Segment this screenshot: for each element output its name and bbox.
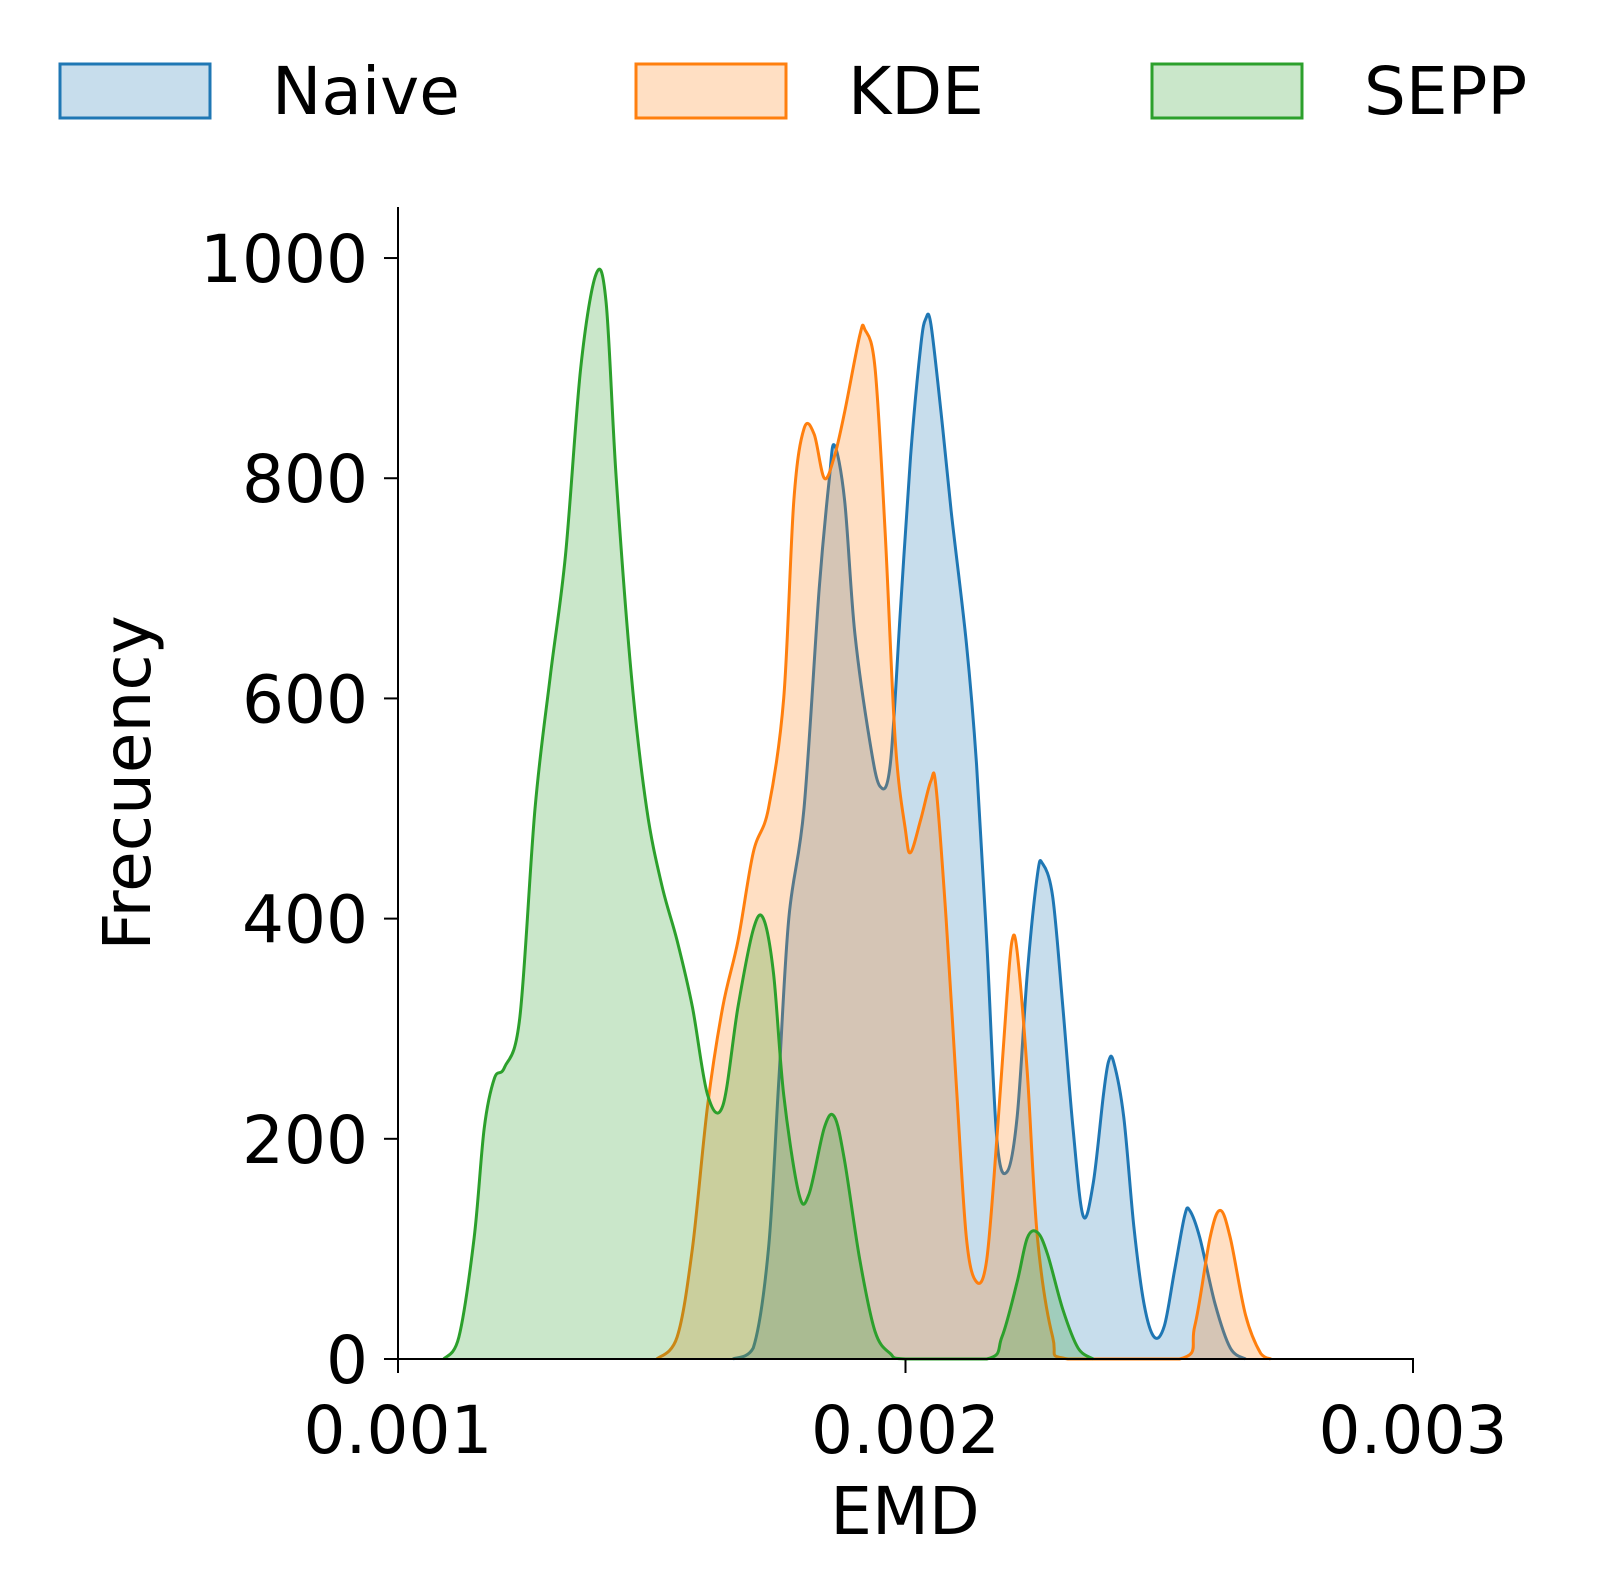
area-naive (732, 314, 1246, 1360)
legend: Naive KDE SEPP (58, 53, 1527, 130)
x-tick-label: 0.001 (304, 1392, 493, 1469)
x-tick-label: 0.002 (811, 1392, 1000, 1469)
y-ticks: 0 200 400 600 800 1000 (200, 221, 398, 1399)
y-tick-label: 600 (242, 661, 368, 738)
y-tick-label: 200 (242, 1102, 368, 1179)
area-kde (656, 325, 1271, 1359)
y-tick-label: 800 (242, 441, 368, 518)
legend-label-kde: KDE (848, 53, 984, 130)
y-tick-label: 400 (242, 882, 368, 959)
density-line-naive (732, 312, 1247, 1361)
x-ticks: 0.001 0.002 0.003 (304, 1359, 1508, 1469)
x-axis-label: EMD (830, 1473, 979, 1550)
y-axis-label: Frecuency (89, 615, 166, 950)
legend-label-sepp: SEPP (1364, 53, 1527, 130)
legend-swatch-naive (58, 62, 212, 120)
area-sepp (443, 269, 1094, 1359)
legend-swatch-sepp (1150, 62, 1304, 120)
legend-entry-naive: Naive (58, 53, 460, 130)
legend-entry-kde: KDE (634, 53, 984, 130)
legend-label-naive: Naive (272, 53, 460, 130)
legend-entry-sepp: SEPP (1150, 53, 1527, 130)
x-tick-label: 0.003 (1319, 1392, 1508, 1469)
series-areas (442, 267, 1272, 1361)
density-line-kde (655, 323, 1272, 1361)
y-tick-label: 0 (326, 1322, 368, 1399)
y-tick-label: 1000 (200, 221, 368, 298)
legend-swatch-kde (634, 62, 788, 120)
